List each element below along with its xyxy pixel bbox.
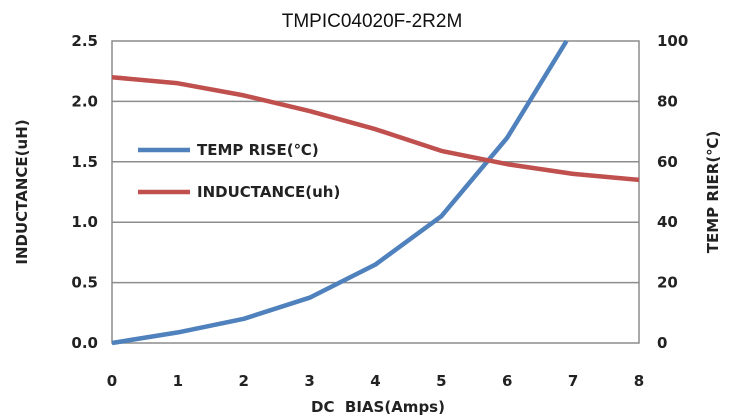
x-tick-label: 6 [502, 372, 512, 390]
y2-axis-label: TEMP RIER(℃) [704, 131, 722, 253]
y2-tick-label: 80 [657, 92, 678, 110]
y2-tick-label: 40 [657, 213, 678, 231]
legend-label: TEMP RISE(℃) [197, 141, 319, 159]
legend-label: INDUCTANCE(uh) [197, 183, 340, 201]
x-tick-label: 0 [107, 372, 117, 390]
x-tick-label: 2 [239, 372, 249, 390]
tick-labels: 0.0 0 0.5 20 1.0 40 1.5 60 2.0 80 2.5 100 0 1 2 3 4 5 6 7 8 [71, 32, 688, 390]
x-tick-label: 5 [436, 372, 446, 390]
y2-tick-label: 100 [657, 32, 688, 50]
y2-tick-label: 60 [657, 153, 678, 171]
x-tick-label: 4 [370, 372, 380, 390]
plot-frame [111, 40, 640, 344]
series-layer [111, 39, 640, 346]
x-tick-label: 7 [568, 372, 578, 390]
chart-title: TMPIC04020F-2R2M [282, 11, 463, 32]
legend: TEMP RISE(℃) INDUCTANCE(uh) [138, 141, 340, 201]
y-tick-label: 2.5 [71, 32, 98, 50]
y2-tick-label: 20 [657, 274, 678, 292]
y-tick-label: 0.0 [71, 334, 98, 352]
y-tick-label: 1.5 [71, 153, 98, 171]
x-axis-label: DC BIAS(Amps) [311, 398, 445, 416]
x-tick-label: 8 [634, 372, 644, 390]
x-tick-label: 1 [173, 372, 183, 390]
gridlines [112, 100, 639, 284]
y-tick-label: 0.5 [71, 274, 98, 292]
y2-tick-label: 0 [657, 334, 667, 352]
y-axis-label: INDUCTANCE(uH) [13, 119, 31, 264]
y-tick-label: 2.0 [71, 92, 98, 110]
series-line-2 [111, 74, 640, 183]
y-tick-label: 1.0 [71, 213, 98, 231]
x-tick-label: 3 [304, 372, 314, 390]
series-line-1 [111, 39, 569, 346]
